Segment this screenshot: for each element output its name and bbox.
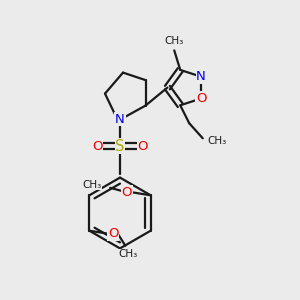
Text: O: O (108, 227, 119, 240)
Text: O: O (92, 140, 103, 153)
Text: S: S (115, 139, 125, 154)
Text: CH₃: CH₃ (82, 180, 102, 190)
Text: O: O (137, 140, 148, 153)
Text: CH₃: CH₃ (165, 36, 184, 46)
Text: CH₃: CH₃ (207, 136, 226, 146)
Text: CH₃: CH₃ (119, 249, 138, 259)
Text: N: N (115, 112, 125, 126)
Text: O: O (196, 92, 206, 105)
Text: N: N (196, 70, 206, 83)
Text: O: O (122, 186, 132, 199)
